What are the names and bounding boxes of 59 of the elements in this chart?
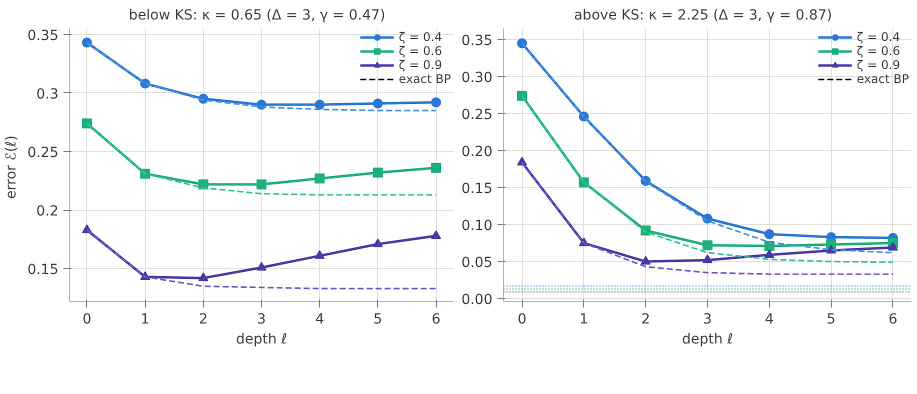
x-tick-label: 6 xyxy=(432,312,441,328)
x-tick-label: 3 xyxy=(703,312,712,328)
legend-label: exact BP xyxy=(398,72,451,86)
y-tick-label: 0.25 xyxy=(27,145,58,162)
point xyxy=(372,238,383,248)
point xyxy=(702,254,712,264)
legend-label: ζ = 0.9 xyxy=(398,58,442,72)
point xyxy=(826,244,836,254)
x-tick-label: 4 xyxy=(315,312,324,328)
chart-title: below KS: κ = 0.65 (Δ = 3, γ = 0.47) xyxy=(128,8,386,24)
y-tick-label: 0.30 xyxy=(461,70,492,86)
legend-label: ζ = 0.6 xyxy=(398,44,442,58)
x-tick-label: 1 xyxy=(579,312,588,328)
point xyxy=(256,179,266,190)
point xyxy=(702,240,712,250)
y-tick-label: 0.25 xyxy=(461,107,492,124)
x-tick-label: 4 xyxy=(764,312,774,328)
point xyxy=(764,229,774,240)
point xyxy=(640,256,651,265)
x-tick-label: 0 xyxy=(518,312,527,328)
y-tick-label: 0.05 xyxy=(461,255,492,272)
y-tick-label: 0.35 xyxy=(461,33,492,50)
x-tick-label: 6 xyxy=(888,312,898,328)
legend-label: ζ = 0.4 xyxy=(398,30,442,44)
point xyxy=(314,100,325,110)
legend-label: exact BP xyxy=(856,72,909,86)
x-tick-label: 2 xyxy=(198,312,208,328)
x-tick-label: 2 xyxy=(641,312,650,328)
legend-label: ζ = 0.4 xyxy=(856,30,900,44)
legend-label: ζ = 0.6 xyxy=(856,44,900,58)
y-tick-label: 0.10 xyxy=(461,218,492,234)
y-tick-label: 0.35 xyxy=(27,28,58,44)
x-tick-label: 0 xyxy=(82,312,92,328)
y-tick-label: 0.00 xyxy=(461,292,492,308)
point xyxy=(314,173,325,184)
point xyxy=(764,249,774,258)
point xyxy=(431,97,442,108)
point xyxy=(256,262,266,271)
y-tick-label: 0.15 xyxy=(27,262,58,278)
point xyxy=(431,162,442,173)
y-tick-label: 0.2 xyxy=(36,204,58,220)
point xyxy=(372,168,383,178)
point xyxy=(431,230,442,239)
y-tick-label: 0.3 xyxy=(36,86,58,102)
point xyxy=(888,242,898,251)
chart-title: above KS: κ = 2.25 (Δ = 3, γ = 0.87) xyxy=(574,8,832,24)
y-axis-title: error ℰ(ℓ) xyxy=(3,135,20,199)
point xyxy=(314,250,325,259)
x-axis-title: depth ℓ xyxy=(682,332,733,348)
x-axis-title: depth ℓ xyxy=(236,332,287,348)
point xyxy=(372,98,383,108)
x-tick-label: 3 xyxy=(257,312,266,328)
point xyxy=(198,272,208,282)
y-tick-label: 0.20 xyxy=(461,144,492,160)
y-tick-label: 0.15 xyxy=(461,181,492,198)
x-tick-label: 1 xyxy=(140,312,150,328)
x-tick-label: 5 xyxy=(826,312,836,328)
legend-label: ζ = 0.9 xyxy=(856,58,900,72)
x-tick-label: 5 xyxy=(373,312,382,328)
